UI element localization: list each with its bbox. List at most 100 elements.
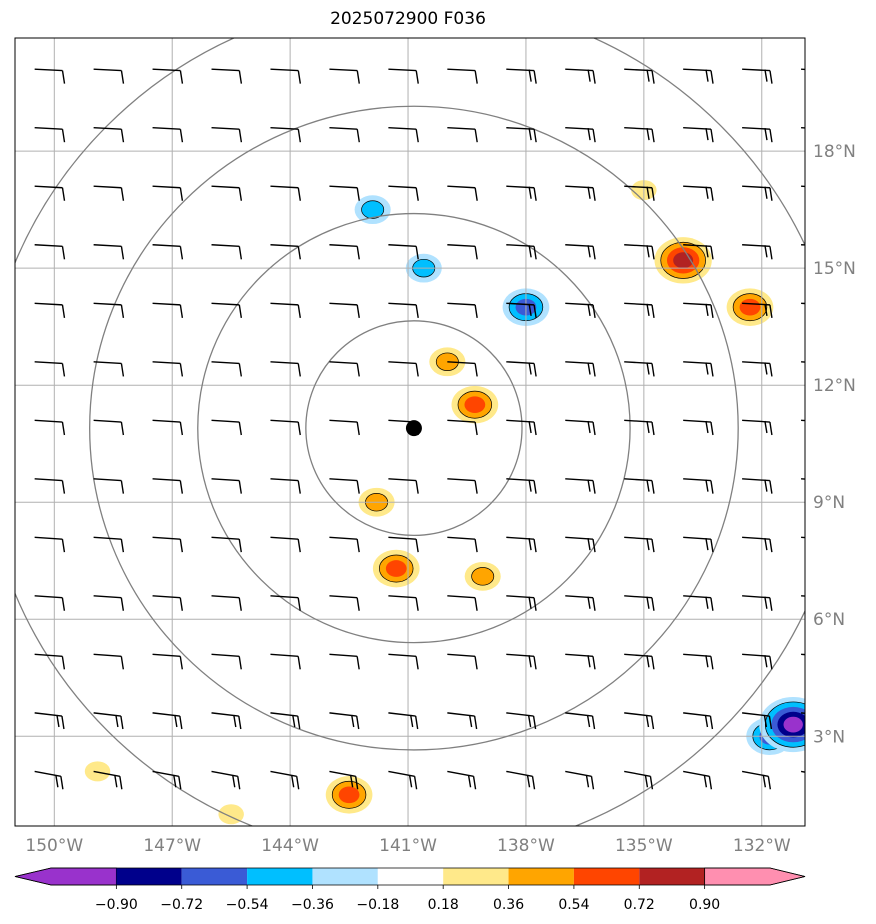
barb-shaft <box>329 185 358 189</box>
barb-flag <box>238 421 242 436</box>
barb-flag <box>645 714 650 728</box>
barb-flag <box>651 480 655 494</box>
barb-flag <box>233 714 237 728</box>
barb-flag <box>120 480 125 494</box>
colorbar-segment <box>639 868 705 885</box>
barb-flag <box>587 479 591 492</box>
barb-flag <box>408 775 413 788</box>
barb-flag <box>769 129 773 143</box>
wind-barb <box>506 712 537 730</box>
barb-flag <box>120 715 124 730</box>
wind-barb <box>565 595 596 611</box>
wind-barb <box>211 361 243 377</box>
wind-barbs <box>34 68 831 790</box>
wind-barb <box>565 361 596 377</box>
barb-shaft <box>152 302 181 306</box>
barb-shaft <box>34 478 63 482</box>
barb-shaft <box>211 127 240 130</box>
wind-barb <box>801 361 831 376</box>
wind-barb <box>683 712 714 730</box>
barb-shaft <box>34 127 63 130</box>
barb-shaft <box>34 244 63 248</box>
barb-shaft <box>34 185 63 189</box>
barb-flag <box>179 187 184 201</box>
barb-shaft <box>270 185 299 189</box>
barb-shaft <box>152 595 181 599</box>
barb-flag <box>646 128 650 141</box>
barb-flag <box>415 304 419 318</box>
barb-shaft <box>34 302 63 306</box>
barb-flag <box>829 363 831 376</box>
wind-barb <box>152 653 183 670</box>
wind-barb <box>506 419 537 436</box>
barb-shaft <box>329 361 358 365</box>
barb-flag <box>705 479 709 492</box>
wind-barb <box>388 244 419 260</box>
barb-flag <box>297 480 301 494</box>
wind-barb <box>506 361 537 377</box>
barb-flag <box>415 187 419 201</box>
wind-barb <box>624 244 655 260</box>
barb-flag <box>531 776 536 790</box>
barb-flag <box>356 715 360 730</box>
positive-shaded-region <box>84 761 111 782</box>
barb-shaft <box>447 68 476 72</box>
barb-flag <box>824 421 826 433</box>
colorbar-segment <box>573 868 640 885</box>
barb-flag <box>705 69 709 82</box>
colorbar-segment <box>377 868 444 885</box>
barb-flag <box>824 597 826 609</box>
negative-shaded-region <box>783 716 803 733</box>
wind-barb <box>152 419 184 436</box>
barb-flag <box>769 246 773 260</box>
barb-flag <box>415 129 419 143</box>
barb-flag <box>528 479 532 492</box>
barb-flag <box>764 596 768 609</box>
barb-shaft <box>211 185 240 189</box>
barb-flag <box>297 715 301 730</box>
negative-shaded-region <box>361 200 385 219</box>
barb-shaft <box>270 595 299 599</box>
longitude-tick-label: 141°W <box>379 836 437 856</box>
barb-flag <box>120 421 125 436</box>
barb-flag <box>61 597 66 611</box>
barb-flag <box>829 71 831 84</box>
barb-shaft <box>93 185 122 189</box>
barb-flag <box>651 539 655 553</box>
barb-flag <box>356 656 360 670</box>
wind-barb <box>624 770 654 790</box>
barb-flag <box>292 714 296 728</box>
barb-flag <box>646 479 650 492</box>
wind-barb <box>329 68 360 84</box>
barb-flag <box>644 775 649 788</box>
wind-barb <box>742 536 773 553</box>
barb-flag <box>705 186 709 199</box>
wind-barb <box>742 478 773 494</box>
barb-flag <box>474 480 478 494</box>
positive-shaded-region <box>471 567 495 586</box>
wind-barb <box>447 185 478 201</box>
barb-shaft <box>329 478 358 482</box>
wind-barb <box>506 244 537 260</box>
barb-flag <box>769 480 773 494</box>
wind-barb <box>388 595 419 611</box>
barb-flag <box>829 305 831 318</box>
wind-barb <box>506 770 536 790</box>
barb-flag <box>179 363 184 377</box>
barb-flag <box>764 303 768 317</box>
barb-flag <box>764 655 768 668</box>
barb-flag <box>61 129 66 143</box>
storm-center <box>405 420 422 437</box>
wind-barb <box>211 68 243 84</box>
barb-flag <box>413 776 418 790</box>
wind-barb <box>152 68 184 84</box>
barb-flag <box>710 304 714 318</box>
wind-barb <box>93 419 125 436</box>
barb-shaft <box>152 361 181 365</box>
barb-flag <box>179 421 184 436</box>
colorbar-extend-low <box>14 867 117 886</box>
barb-flag <box>533 246 537 260</box>
barb-flag <box>533 539 537 553</box>
barb-flag <box>356 363 360 377</box>
barb-flag <box>710 246 714 260</box>
